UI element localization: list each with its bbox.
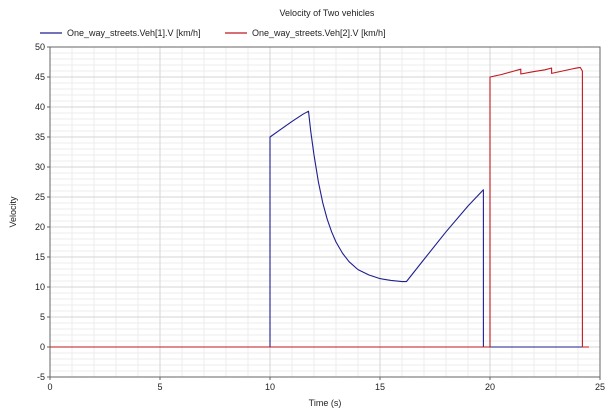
y-tick-label: 30 <box>35 162 45 172</box>
y-tick-label: 45 <box>35 72 45 82</box>
series-line-2 <box>50 66 589 348</box>
y-tick-label: 5 <box>40 312 45 322</box>
y-tick-label: 0 <box>40 342 45 352</box>
series-line-1 <box>50 110 589 348</box>
x-tick-label: 20 <box>485 382 495 392</box>
y-tick-label: 40 <box>35 102 45 112</box>
y-tick-label: 20 <box>35 222 45 232</box>
legend-label-1: One_way_streets.Veh[1].V [km/h] <box>67 28 201 38</box>
y-tick-label: 15 <box>35 252 45 262</box>
x-tick-label: 25 <box>595 382 605 392</box>
y-tick-label: 35 <box>35 132 45 142</box>
x-tick-label: 10 <box>265 382 275 392</box>
y-tick-label: 10 <box>35 282 45 292</box>
x-axis-label: Time (s) <box>309 398 342 408</box>
x-tick-label: 15 <box>375 382 385 392</box>
x-tick-label: 0 <box>47 382 52 392</box>
chart-title: Velocity of Two vehicles <box>280 8 375 18</box>
y-tick-label: -5 <box>37 372 45 382</box>
y-axis-label: Velocity <box>8 196 18 228</box>
y-tick-label: 25 <box>35 192 45 202</box>
y-tick-label: 50 <box>35 42 45 52</box>
x-tick-label: 5 <box>157 382 162 392</box>
plot-frame <box>49 46 601 378</box>
legend-label-2: One_way_streets.Veh[2].V [km/h] <box>252 28 386 38</box>
